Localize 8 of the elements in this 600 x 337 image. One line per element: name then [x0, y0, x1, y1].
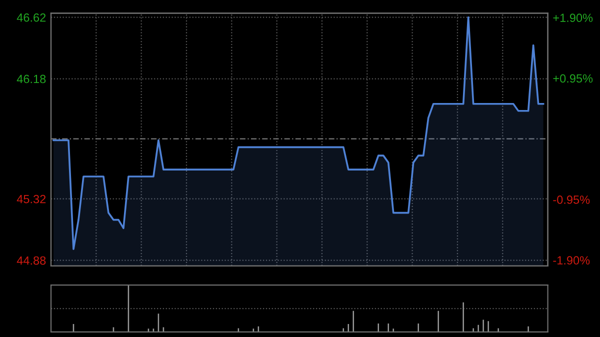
y2-tick-label: +0.95%	[553, 74, 593, 83]
y2-tick-label: -1.90%	[553, 256, 590, 265]
y2-tick-label: +1.90%	[553, 14, 593, 22]
y-tick-label: 45.32	[16, 194, 46, 204]
y-tick-label: 44.88	[16, 256, 46, 265]
y-tick-label: 46.18	[16, 74, 46, 84]
y2-tick-label: -0.95%	[553, 196, 590, 204]
y-tick-label: 46.62	[16, 13, 46, 22]
